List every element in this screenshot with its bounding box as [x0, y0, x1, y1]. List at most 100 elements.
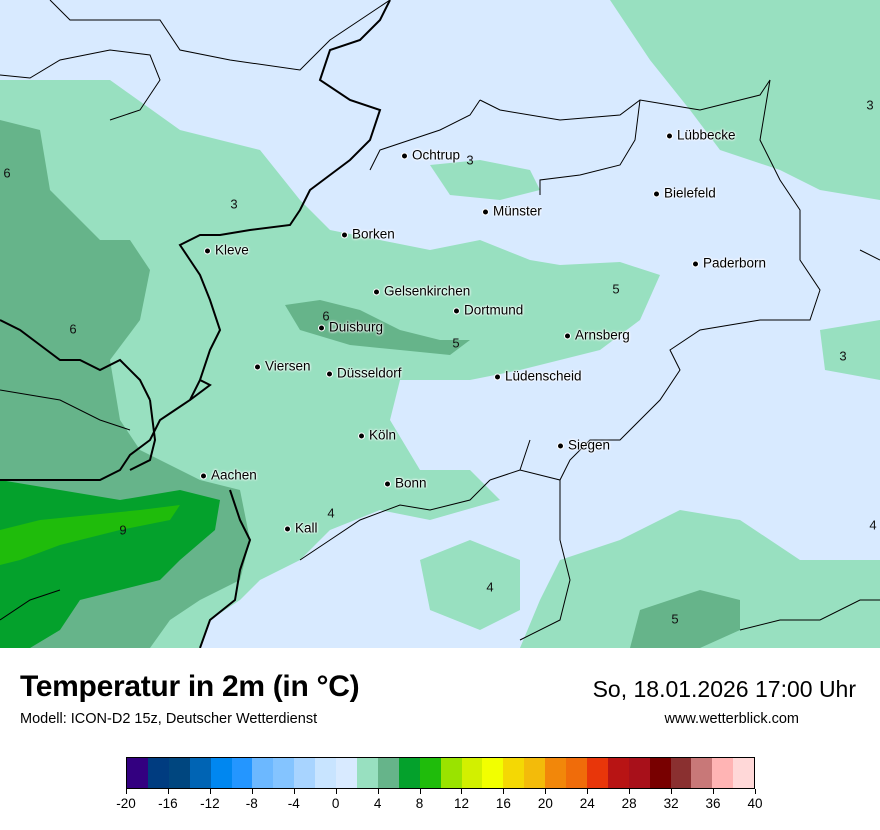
- model-source: Modell: ICON-D2 15z, Deutscher Wetterdie…: [20, 711, 318, 727]
- legend-swatch: [607, 758, 629, 788]
- city-name: Aachen: [211, 467, 257, 483]
- region-8-10c: [0, 505, 180, 565]
- legend-swatch: [398, 758, 420, 788]
- legend-tick-mark: [251, 789, 253, 794]
- city-dot-icon: [200, 472, 207, 480]
- temperature-value-label: 4: [486, 579, 494, 595]
- city-dot-icon: [326, 370, 333, 378]
- region-2-4c-s: [420, 540, 520, 630]
- temperature-value-label: 4: [869, 517, 877, 533]
- city-gelsenkirchen: Gelsenkirchen: [373, 284, 470, 299]
- legend-tick-label: 32: [663, 796, 679, 811]
- legend-swatch: [566, 758, 587, 788]
- website-link[interactable]: www.wetterblick.com: [664, 711, 799, 727]
- legend-swatch: [147, 758, 169, 788]
- city-dot-icon: [358, 432, 365, 440]
- legend-swatch: [252, 758, 274, 788]
- temperature-value-label: 9: [119, 522, 127, 538]
- city-dot-icon: [318, 324, 325, 332]
- city-name: Arnsberg: [575, 327, 630, 343]
- city-name: Kleve: [215, 242, 249, 258]
- legend-swatch: [691, 758, 713, 788]
- temperature-value-label: 3: [866, 97, 874, 113]
- city-dot-icon: [653, 190, 660, 198]
- legend-tick-label: 12: [453, 796, 469, 811]
- city-name: Gelsenkirchen: [384, 283, 471, 299]
- legend-tick-label: -20: [116, 796, 136, 811]
- legend-swatch: [189, 758, 211, 788]
- city-dot-icon: [482, 208, 489, 216]
- legend-tick-mark: [629, 789, 631, 794]
- temperature-value-label: 3: [230, 196, 238, 212]
- city-bielefeld: Bielefeld: [653, 186, 716, 201]
- city-name: Ochtrup: [412, 147, 461, 163]
- legend-swatch: [356, 758, 378, 788]
- legend-swatch: [628, 758, 650, 788]
- region-4-6c-se: [630, 590, 740, 648]
- legend-tick-mark: [671, 789, 673, 794]
- region-2-4c-e: [820, 320, 880, 380]
- legend-swatch: [712, 758, 734, 788]
- city-dot-icon: [204, 247, 211, 255]
- legend-tick-label: 0: [331, 796, 340, 811]
- region-2-4c-ne: [610, 0, 880, 200]
- city-dot-icon: [494, 373, 501, 381]
- city-name: Bonn: [395, 475, 427, 491]
- city-name: Siegen: [568, 437, 611, 453]
- city-paderborn: Paderborn: [692, 256, 766, 271]
- legend-tick-label: -12: [200, 796, 220, 811]
- city-dot-icon: [692, 260, 699, 268]
- city-dot-icon: [666, 132, 673, 140]
- legend-swatch: [482, 758, 504, 788]
- city-kleve: Kleve: [204, 243, 249, 258]
- temperature-value-label: 3: [466, 152, 474, 168]
- city-name: Dortmund: [464, 302, 524, 318]
- city-dot-icon: [284, 525, 291, 533]
- city-siegen: Siegen: [557, 438, 610, 453]
- city-name: Düsseldorf: [337, 365, 402, 381]
- map-title: Temperatur in 2m (in °C): [20, 670, 360, 703]
- city-ochtrup: Ochtrup: [401, 148, 460, 163]
- temperature-value-label: 5: [671, 611, 679, 627]
- legend-tick-label: -8: [245, 796, 258, 811]
- legend-tick-label: 36: [705, 796, 721, 811]
- legend-tick-mark: [503, 789, 505, 794]
- city-name: Münster: [493, 203, 542, 219]
- city-lübbecke: Lübbecke: [666, 128, 736, 143]
- legend-tick-label: 28: [621, 796, 637, 811]
- state-borders: [0, 0, 880, 641]
- legend-swatch: [440, 758, 462, 788]
- legend-swatch: [273, 758, 295, 788]
- legend-tick-mark: [587, 789, 589, 794]
- legend-swatch: [670, 758, 692, 788]
- legend-swatch: [524, 758, 546, 788]
- legend-tick-mark: [377, 789, 379, 794]
- city-name: Borken: [352, 226, 395, 242]
- city-dot-icon: [341, 231, 348, 239]
- legend-tick-label: 8: [415, 796, 424, 811]
- city-münster: Münster: [482, 204, 542, 219]
- legend-tick-label: -4: [287, 796, 300, 811]
- temperature-value-label: 5: [612, 281, 620, 297]
- legend-tick-mark: [293, 789, 295, 794]
- forecast-datetime: So, 18.01.2026 17:00 Uhr: [592, 676, 856, 702]
- city-name: Duisburg: [329, 319, 384, 335]
- legend-tick-label: 24: [579, 796, 595, 811]
- country-border: [0, 0, 391, 648]
- color-legend: [126, 757, 755, 789]
- city-viersen: Viersen: [254, 359, 311, 374]
- legend-swatch: [545, 758, 567, 788]
- legend-tick-label: 4: [373, 796, 382, 811]
- legend-swatch: [210, 758, 232, 788]
- legend-tick-mark: [126, 789, 127, 794]
- legend-swatch: [733, 758, 755, 788]
- legend-swatch: [336, 758, 357, 788]
- city-dot-icon: [401, 152, 408, 160]
- city-name: Bielefeld: [664, 185, 716, 201]
- legend-tick-mark: [755, 789, 756, 794]
- legend-tick-mark: [545, 789, 547, 794]
- city-dot-icon: [254, 363, 261, 371]
- legend-swatch: [419, 758, 441, 788]
- temperature-value-label: 6: [3, 165, 11, 181]
- city-bonn: Bonn: [384, 476, 427, 491]
